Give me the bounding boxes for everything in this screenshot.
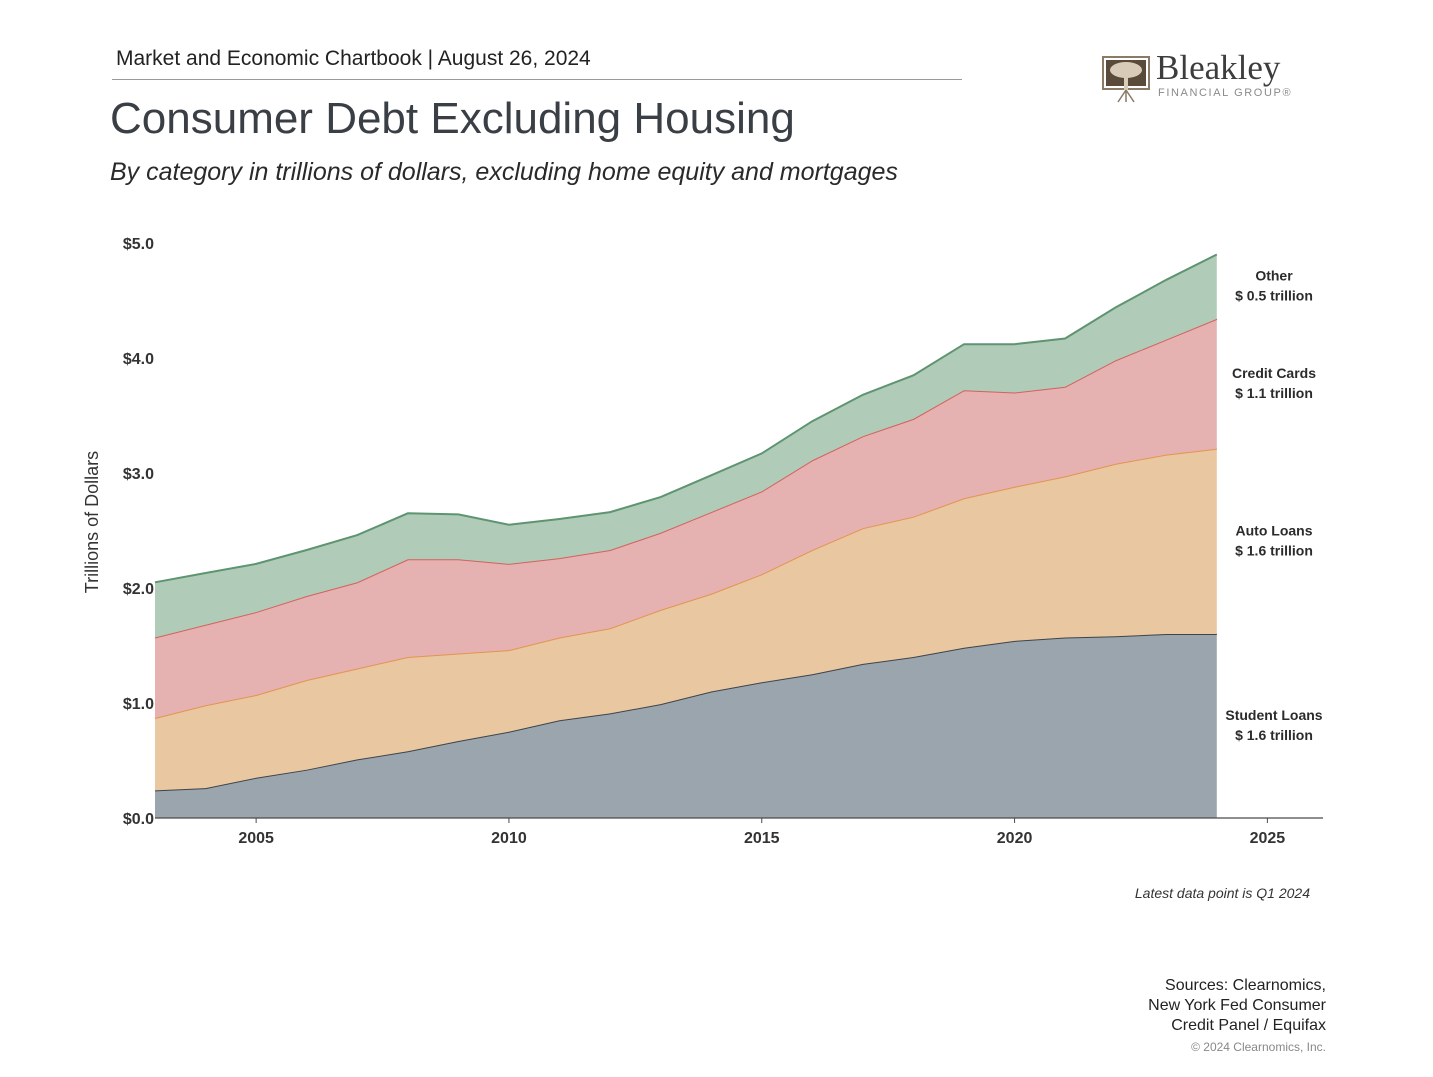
area-credit-cards — [155, 318, 1217, 718]
copyright: © 2024 Clearnomics, Inc. — [1191, 1040, 1326, 1054]
series-value-other: $ 0.5 trillion — [1235, 288, 1313, 304]
source-line: Credit Panel / Equifax — [1171, 1017, 1326, 1034]
source-line: New York Fed Consumer — [1148, 997, 1326, 1014]
y-axis-label: Trillions of Dollars — [82, 451, 102, 593]
source-line: Sources: Clearnomics, — [1165, 977, 1326, 994]
logo-subtitle: FINANCIAL GROUP® — [1158, 87, 1293, 99]
header-rule — [112, 79, 962, 80]
tree-logo-icon — [1102, 56, 1150, 103]
line-other — [154, 253, 1218, 584]
y-tick-label: $5.0 — [123, 236, 154, 253]
x-tick-label: 2025 — [1250, 830, 1286, 847]
series-value-credit-cards: $ 1.1 trillion — [1235, 385, 1313, 401]
series-label-other: Other — [1255, 268, 1293, 284]
y-tick-label: $2.0 — [123, 581, 154, 598]
area-other — [155, 254, 1217, 638]
y-tick-label: $1.0 — [123, 696, 154, 713]
y-tick-label: $3.0 — [123, 466, 154, 483]
series-value-student-loans: $ 1.6 trillion — [1235, 727, 1313, 743]
x-tick-label: 2005 — [238, 830, 274, 847]
bleakley-logo: Bleakley FINANCIAL GROUP® — [1102, 48, 1312, 104]
chart-subtitle: By category in trillions of dollars, exc… — [110, 158, 898, 186]
series-value-auto-loans: $ 1.6 trillion — [1235, 542, 1313, 558]
logo-name: Bleakley — [1156, 48, 1281, 87]
area-student-loans — [155, 634, 1217, 818]
latest-data-note: Latest data point is Q1 2024 — [1134, 885, 1310, 901]
x-tick-label: 2010 — [491, 830, 527, 847]
series-label-auto-loans: Auto Loans — [1236, 522, 1313, 538]
chartbook-header: Market and Economic Chartbook | August 2… — [116, 47, 591, 70]
series-label-credit-cards: Credit Cards — [1232, 365, 1316, 381]
series-label-student-loans: Student Loans — [1225, 707, 1322, 723]
chart-title: Consumer Debt Excluding Housing — [110, 94, 795, 143]
y-tick-label: $0.0 — [123, 811, 154, 828]
y-tick-label: $4.0 — [123, 351, 154, 368]
area-auto-loans — [155, 448, 1217, 791]
sources: Sources: Clearnomics, New York Fed Consu… — [1148, 976, 1326, 1036]
x-tick-label: 2020 — [997, 830, 1033, 847]
x-tick-label: 2015 — [744, 830, 780, 847]
